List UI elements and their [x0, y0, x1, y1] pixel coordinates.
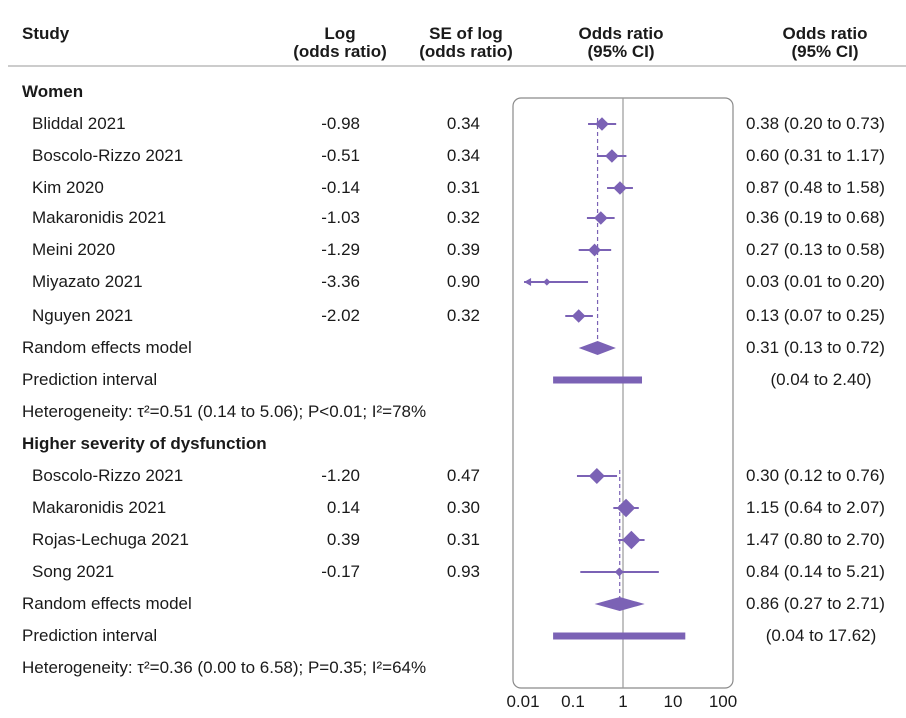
header-se-line1: SE of log — [429, 24, 503, 43]
study-se: 0.31 — [446, 530, 480, 549]
study-log-or: 0.14 — [326, 498, 360, 517]
group-title-women: Women — [22, 82, 84, 101]
header-or-plot-line2: (95% CI) — [587, 42, 655, 61]
study-or-ci: 0.30 (0.12 to 0.76) — [746, 466, 885, 485]
study-log-or: -2.02 — [321, 306, 360, 325]
study-or-ci: 0.13 (0.07 to 0.25) — [746, 306, 885, 325]
study-name: Makaronidis 2021 — [32, 498, 167, 517]
study-se: 0.47 — [446, 466, 480, 485]
study-name: Meini 2020 — [32, 240, 116, 259]
study-or-ci: 0.87 (0.48 to 1.58) — [746, 178, 885, 197]
prediction-interval-bar — [553, 632, 686, 640]
study-se: 0.93 — [446, 562, 480, 581]
prediction-interval-ci: (0.04 to 17.62) — [765, 626, 877, 645]
study-or-ci: 1.15 (0.64 to 2.07) — [746, 498, 885, 517]
study-se: 0.34 — [446, 114, 480, 133]
prediction-interval-label: Prediction interval — [22, 370, 158, 389]
study-estimate-marker — [543, 278, 551, 286]
study-or-ci: 0.38 (0.20 to 0.73) — [746, 114, 885, 133]
prediction-interval-ci: (0.04 to 2.40) — [770, 370, 872, 389]
group-title-higher-severity: Higher severity of dysfunction — [22, 434, 267, 453]
study-se: 0.31 — [446, 178, 480, 197]
study-log-or: -1.20 — [321, 466, 360, 485]
study-or-ci: 1.47 (0.80 to 2.70) — [746, 530, 885, 549]
study-log-or: -3.36 — [321, 272, 360, 291]
study-log-or: 0.39 — [326, 530, 360, 549]
header-log-odds-line1: Log — [324, 24, 356, 43]
header-se-line2: (odds ratio) — [419, 42, 513, 61]
study-log-or: -0.14 — [321, 178, 360, 197]
ci-arrow — [524, 278, 532, 286]
study-estimate-marker — [616, 498, 636, 518]
study-estimate-marker — [588, 468, 605, 484]
study-name: Boscolo-Rizzo 2021 — [32, 146, 184, 165]
study-log-or: -1.03 — [321, 208, 360, 227]
study-name: Miyazato 2021 — [32, 272, 143, 291]
study-name: Nguyen 2021 — [32, 306, 134, 325]
study-se: 0.39 — [446, 240, 480, 259]
heterogeneity-stats: Heterogeneity: τ²=0.36 (0.00 to 6.58); P… — [22, 658, 427, 677]
study-estimate-marker — [614, 567, 624, 577]
study-estimate-marker — [594, 211, 608, 225]
study-estimate-marker — [622, 530, 641, 550]
prediction-interval-bar — [553, 376, 643, 384]
study-or-ci: 0.60 (0.31 to 1.17) — [746, 146, 885, 165]
x-tick-label: 100 — [708, 692, 738, 711]
random-effects-ci: 0.86 (0.27 to 2.71) — [746, 594, 885, 613]
header-study: Study — [22, 24, 70, 43]
study-name: Makaronidis 2021 — [32, 208, 167, 227]
study-or-ci: 0.27 (0.13 to 0.58) — [746, 240, 885, 259]
study-estimate-marker — [613, 181, 627, 195]
study-or-ci: 0.03 (0.01 to 0.20) — [746, 272, 885, 291]
study-estimate-marker — [588, 243, 601, 257]
header-or-plot-line1: Odds ratio — [578, 24, 664, 43]
study-se: 0.32 — [446, 208, 480, 227]
study-se: 0.32 — [446, 306, 480, 325]
study-log-or: -0.98 — [321, 114, 360, 133]
x-tick-label: 0.1 — [561, 692, 585, 711]
header-or-text-line1: Odds ratio — [782, 24, 868, 43]
study-name: Kim 2020 — [32, 178, 104, 197]
pooled-diamond — [594, 597, 645, 611]
header-or-text-line2: (95% CI) — [791, 42, 859, 61]
study-se: 0.30 — [446, 498, 480, 517]
study-or-ci: 0.84 (0.14 to 5.21) — [746, 562, 885, 581]
study-or-ci: 0.36 (0.19 to 0.68) — [746, 208, 885, 227]
study-se: 0.34 — [446, 146, 480, 165]
study-name: Rojas-Lechuga 2021 — [32, 530, 189, 549]
study-estimate-marker — [571, 309, 586, 323]
study-se: 0.90 — [446, 272, 480, 291]
study-log-or: -0.17 — [321, 562, 360, 581]
study-name: Song 2021 — [32, 562, 115, 581]
pooled-diamond — [578, 341, 616, 355]
study-log-or: -0.51 — [321, 146, 360, 165]
heterogeneity-stats: Heterogeneity: τ²=0.51 (0.14 to 5.06); P… — [22, 402, 427, 421]
study-estimate-marker — [605, 149, 619, 163]
prediction-interval-label: Prediction interval — [22, 626, 158, 645]
study-name: Boscolo-Rizzo 2021 — [32, 466, 184, 485]
random-effects-ci: 0.31 (0.13 to 0.72) — [746, 338, 885, 357]
study-name: Bliddal 2021 — [32, 114, 126, 133]
random-effects-label: Random effects model — [22, 338, 192, 357]
x-tick-label: 1 — [618, 692, 628, 711]
header-log-odds-line2: (odds ratio) — [293, 42, 387, 61]
study-estimate-marker — [595, 117, 609, 131]
random-effects-label: Random effects model — [22, 594, 192, 613]
x-tick-label: 0.01 — [506, 692, 540, 711]
study-log-or: -1.29 — [321, 240, 360, 259]
x-tick-label: 10 — [663, 692, 683, 711]
